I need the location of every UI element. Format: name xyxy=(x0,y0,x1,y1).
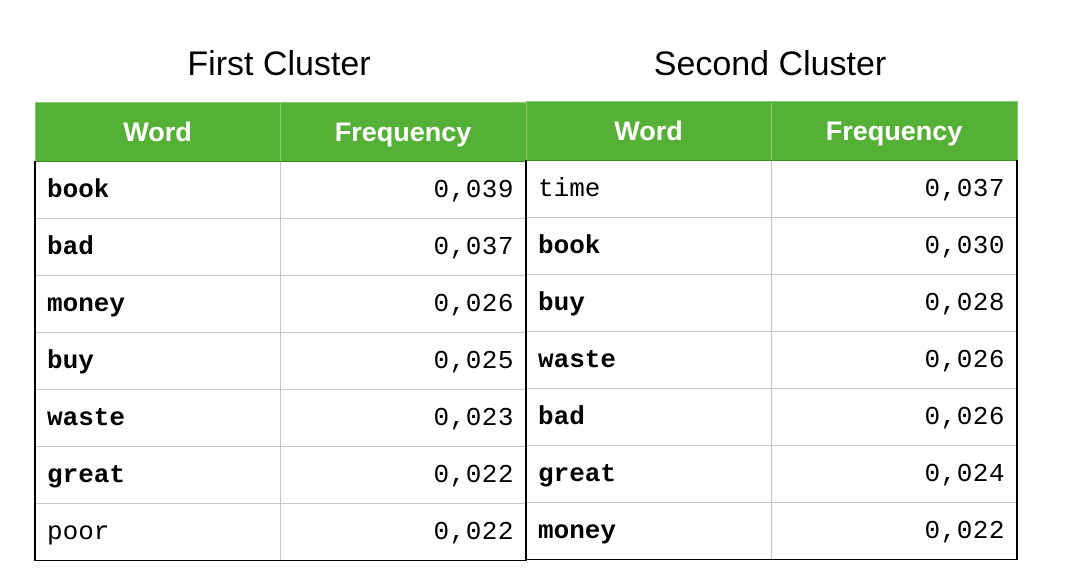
word-cell: bad xyxy=(525,388,772,446)
column-header-word: Word xyxy=(34,102,281,162)
frequency-cell: 0,037 xyxy=(770,160,1018,218)
frequency-cell: 0,028 xyxy=(770,274,1018,332)
frequency-table: Word Frequency time 0,037 book 0,030 buy… xyxy=(525,101,1018,560)
cluster-title: First Cluster xyxy=(187,45,371,83)
frequency-cell: 0,022 xyxy=(279,446,527,504)
table-row: bad 0,037 xyxy=(34,218,527,276)
word-cell: bad xyxy=(34,218,281,276)
frequency-cell: 0,022 xyxy=(770,502,1018,560)
frequency-table: Word Frequency book 0,039 bad 0,037 mone… xyxy=(34,102,527,561)
table-row: poor 0,022 xyxy=(34,503,527,561)
word-cell: buy xyxy=(34,332,281,390)
word-cell: money xyxy=(34,275,281,333)
frequency-cell: 0,026 xyxy=(770,388,1018,446)
frequency-cell: 0,023 xyxy=(279,389,527,447)
word-cell: great xyxy=(525,445,772,503)
table-header-row: Word Frequency xyxy=(34,102,527,162)
table-row: buy 0,028 xyxy=(525,274,1018,332)
table-row: book 0,030 xyxy=(525,217,1018,275)
frequency-cell: 0,030 xyxy=(770,217,1018,275)
column-header-frequency: Frequency xyxy=(770,101,1018,161)
frequency-cell: 0,024 xyxy=(770,445,1018,503)
table-row: buy 0,025 xyxy=(34,332,527,390)
table-row: money 0,022 xyxy=(525,502,1018,560)
word-cell: money xyxy=(525,502,772,560)
table-row: money 0,026 xyxy=(34,275,527,333)
frequency-cell: 0,039 xyxy=(279,161,527,219)
word-cell: book xyxy=(525,217,772,275)
frequency-cell: 0,026 xyxy=(770,331,1018,389)
table-row: book 0,039 xyxy=(34,161,527,219)
frequency-cell: 0,037 xyxy=(279,218,527,276)
table-header-row: Word Frequency xyxy=(525,101,1018,161)
table-row: waste 0,023 xyxy=(34,389,527,447)
table-row: time 0,037 xyxy=(525,160,1018,218)
table-row: great 0,022 xyxy=(34,446,527,504)
word-cell: book xyxy=(34,161,281,219)
column-header-frequency: Frequency xyxy=(279,102,527,162)
table-row: bad 0,026 xyxy=(525,388,1018,446)
table-row: great 0,024 xyxy=(525,445,1018,503)
word-cell: poor xyxy=(34,503,281,561)
frequency-cell: 0,025 xyxy=(279,332,527,390)
word-cell: buy xyxy=(525,274,772,332)
word-cell: great xyxy=(34,446,281,504)
column-header-word: Word xyxy=(525,101,772,161)
frequency-cell: 0,022 xyxy=(279,503,527,561)
table-row: waste 0,026 xyxy=(525,331,1018,389)
word-cell: waste xyxy=(34,389,281,447)
cluster-title: Second Cluster xyxy=(653,45,887,83)
word-cell: waste xyxy=(525,331,772,389)
frequency-cell: 0,026 xyxy=(279,275,527,333)
word-cell: time xyxy=(525,160,772,218)
